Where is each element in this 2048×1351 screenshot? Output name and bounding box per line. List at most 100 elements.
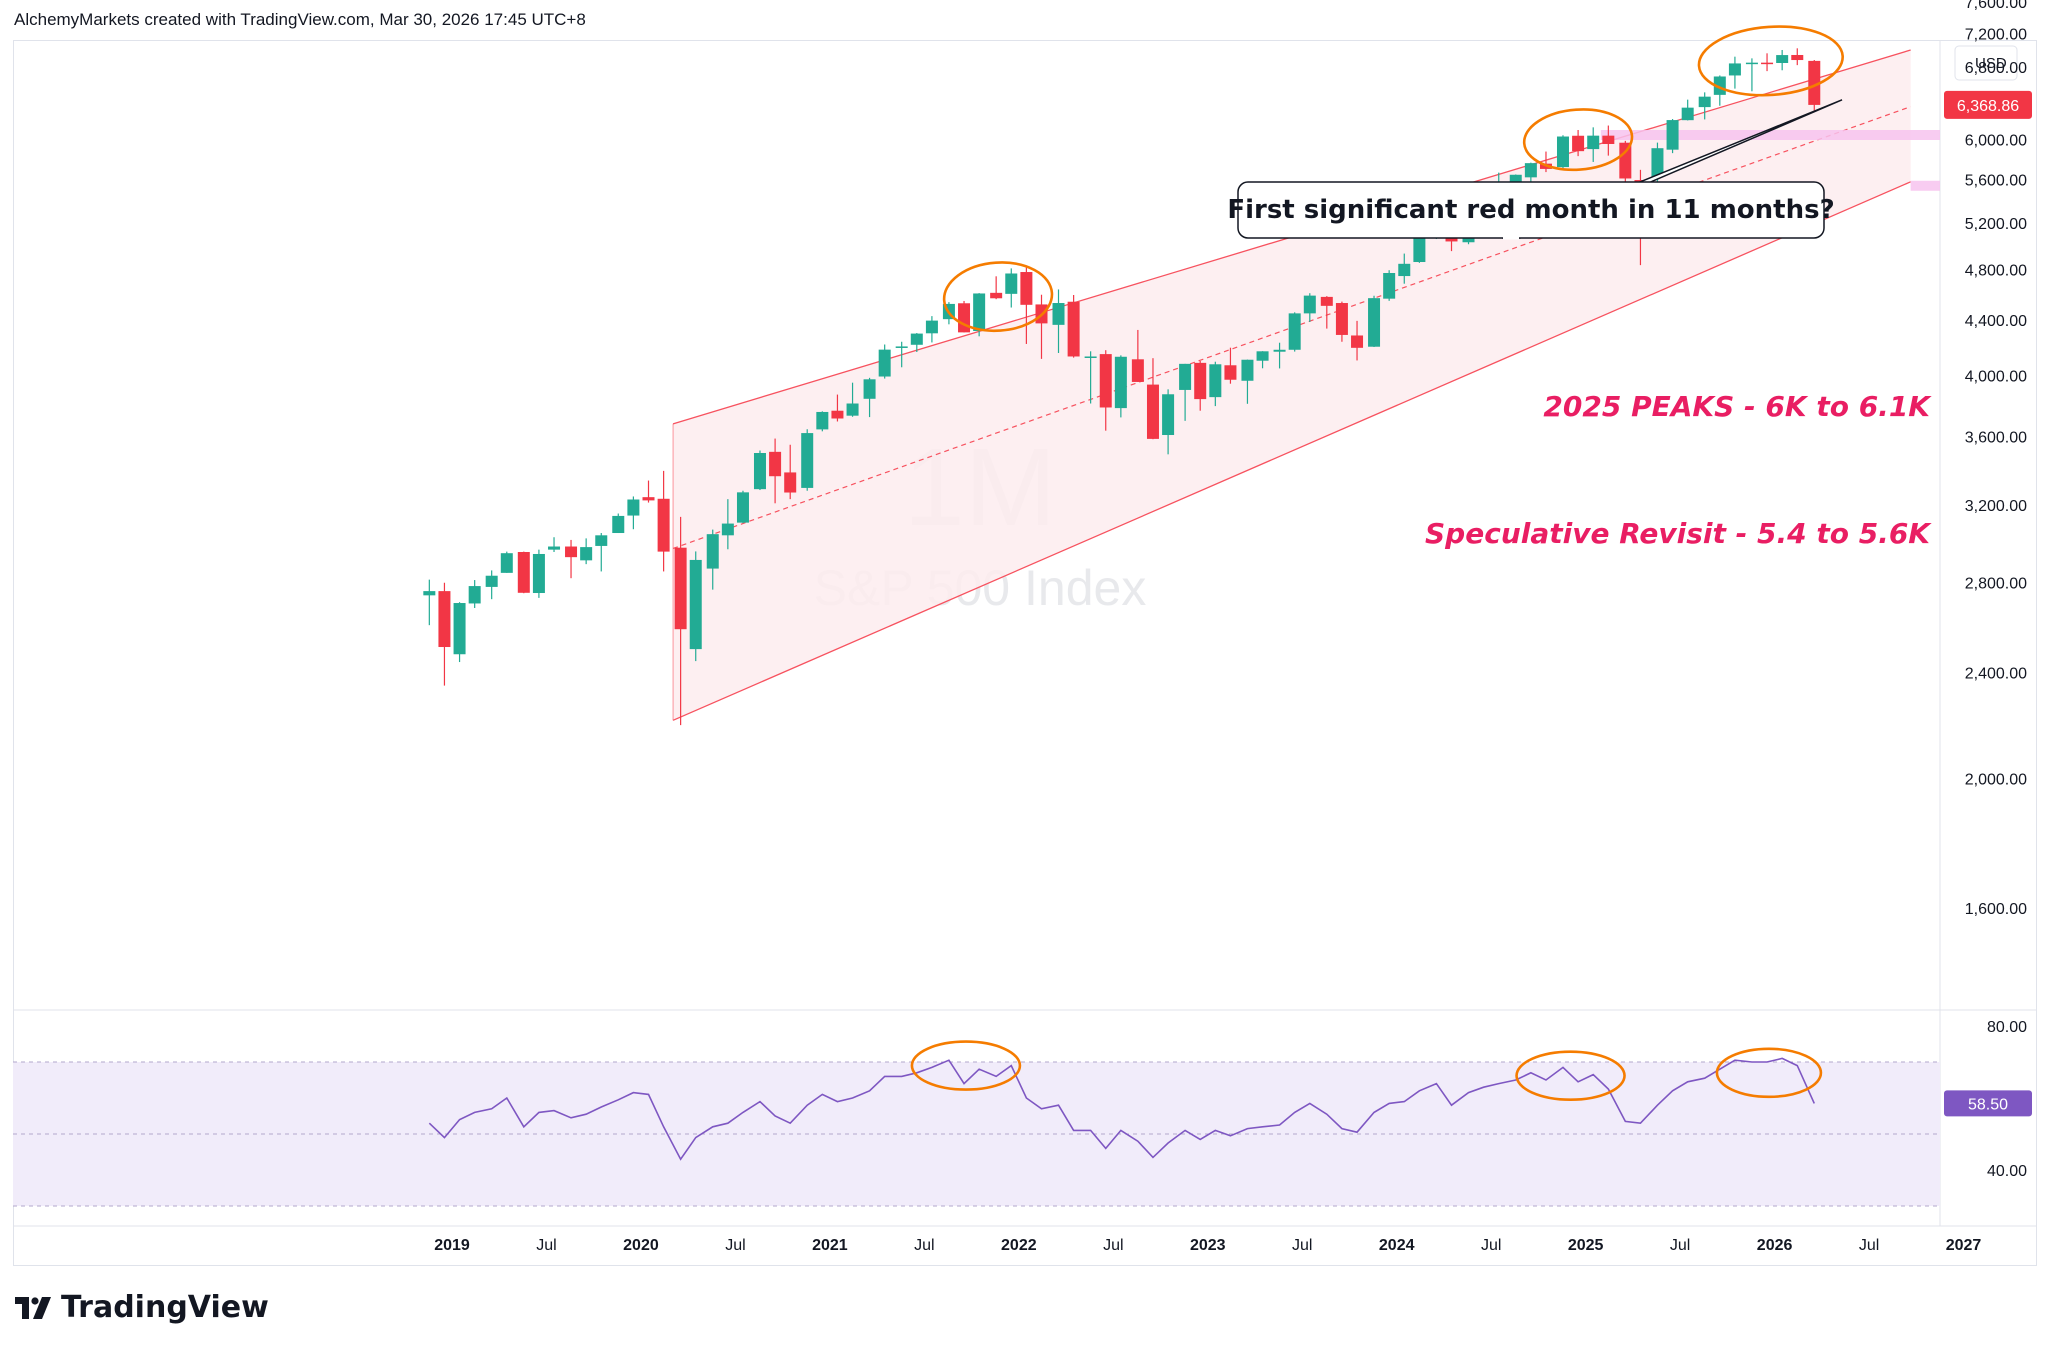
candle[interactable]	[1224, 347, 1237, 384]
candle[interactable]	[565, 539, 578, 579]
candle[interactable]	[657, 470, 670, 572]
candle[interactable]	[1052, 289, 1065, 353]
candle[interactable]	[801, 429, 814, 491]
candle[interactable]	[1194, 361, 1207, 411]
candle[interactable]	[816, 411, 829, 432]
candle-body	[990, 292, 1003, 299]
candle[interactable]	[438, 582, 451, 686]
candle[interactable]	[1666, 119, 1679, 154]
last-price-badge[interactable]	[1944, 90, 2032, 119]
candle[interactable]	[517, 551, 530, 594]
candle-body	[1524, 163, 1537, 178]
candle[interactable]	[1020, 267, 1033, 344]
candle[interactable]	[1320, 296, 1333, 329]
candle[interactable]	[642, 480, 655, 503]
candle[interactable]	[1713, 75, 1726, 106]
candle[interactable]	[831, 394, 844, 422]
candle[interactable]	[1791, 48, 1804, 66]
candle[interactable]	[1587, 127, 1600, 162]
candle[interactable]	[1131, 329, 1144, 382]
candle[interactable]	[1209, 361, 1222, 407]
candle[interactable]	[1114, 355, 1127, 418]
channel-lower-line[interactable]	[672, 181, 1911, 721]
candle-body	[1005, 273, 1018, 294]
zone-label[interactable]: Speculative Revisit - 5.4 to 5.6K	[1425, 517, 1932, 550]
candle[interactable]	[1745, 58, 1758, 92]
candle[interactable]	[1179, 363, 1192, 421]
rsi-highlight-circle[interactable]	[910, 1040, 1022, 1091]
candle[interactable]	[910, 333, 923, 352]
rsi-highlight-circle[interactable]	[1515, 1050, 1626, 1101]
candle[interactable]	[1776, 49, 1789, 71]
candle[interactable]	[1681, 99, 1694, 121]
candle[interactable]	[548, 537, 561, 553]
highlight-circle[interactable]	[1522, 106, 1634, 173]
candle[interactable]	[689, 551, 702, 662]
candle-body	[500, 553, 513, 573]
candle[interactable]	[784, 444, 797, 500]
candle-body	[1791, 54, 1804, 61]
candle[interactable]	[1303, 293, 1316, 322]
candle[interactable]	[612, 513, 625, 534]
tradingview-logo[interactable]: TradingView	[15, 1290, 269, 1325]
rsi-highlight-circle[interactable]	[1715, 1047, 1823, 1099]
candle[interactable]	[1099, 350, 1112, 431]
candle[interactable]	[595, 533, 608, 572]
candle[interactable]	[769, 438, 782, 504]
candle[interactable]	[1368, 295, 1381, 347]
candle[interactable]	[1728, 56, 1741, 89]
candle[interactable]	[1602, 125, 1615, 156]
rsi-value-badge[interactable]	[1944, 1090, 2032, 1117]
currency-button[interactable]	[1954, 45, 2018, 81]
candle[interactable]	[500, 551, 513, 573]
candle[interactable]	[453, 602, 466, 663]
candle[interactable]	[1162, 389, 1175, 455]
candle[interactable]	[958, 300, 971, 333]
candle[interactable]	[1335, 301, 1348, 342]
candle[interactable]	[753, 450, 766, 491]
candle[interactable]	[1383, 270, 1396, 301]
candle[interactable]	[706, 529, 719, 590]
candle[interactable]	[1273, 342, 1286, 369]
candle[interactable]	[1761, 53, 1774, 72]
currency-label[interactable]: USD	[1975, 55, 2007, 72]
candle[interactable]	[1256, 351, 1269, 369]
candle[interactable]	[1351, 320, 1364, 361]
candle[interactable]	[1698, 92, 1711, 120]
support-zone[interactable]	[1600, 130, 1940, 141]
candle[interactable]	[721, 499, 734, 550]
callout-box[interactable]	[1237, 181, 1825, 239]
rsi-line[interactable]	[428, 1057, 1816, 1161]
candle[interactable]	[1572, 130, 1585, 157]
candle[interactable]	[878, 344, 891, 379]
candle[interactable]	[1084, 351, 1097, 404]
candle[interactable]	[468, 580, 481, 608]
candle[interactable]	[674, 516, 687, 726]
candle[interactable]	[1241, 359, 1254, 404]
candle[interactable]	[485, 570, 498, 600]
candle-body	[595, 535, 608, 546]
highlight-circle[interactable]	[942, 259, 1054, 334]
candle[interactable]	[1556, 135, 1569, 170]
candle[interactable]	[580, 538, 593, 565]
candle[interactable]	[895, 341, 908, 368]
zone-label[interactable]: 2025 PEAKS - 6K to 6.1K	[1543, 390, 1932, 423]
highlight-circle[interactable]	[1697, 22, 1845, 100]
candle[interactable]	[1398, 253, 1411, 284]
candle[interactable]	[990, 276, 1003, 300]
candle[interactable]	[1005, 268, 1018, 308]
candle[interactable]	[1067, 294, 1080, 358]
time-axis-label: 2025	[1568, 1237, 1604, 1254]
candle-body	[1020, 272, 1033, 305]
candle[interactable]	[736, 490, 749, 524]
candle[interactable]	[925, 316, 938, 343]
candle[interactable]	[423, 579, 436, 626]
candle[interactable]	[627, 496, 640, 530]
candle[interactable]	[863, 377, 876, 418]
candle[interactable]	[1146, 358, 1159, 440]
support-zone[interactable]	[1910, 180, 1940, 191]
candle[interactable]	[1288, 312, 1301, 352]
candle[interactable]	[532, 549, 545, 598]
candle[interactable]	[846, 382, 859, 417]
